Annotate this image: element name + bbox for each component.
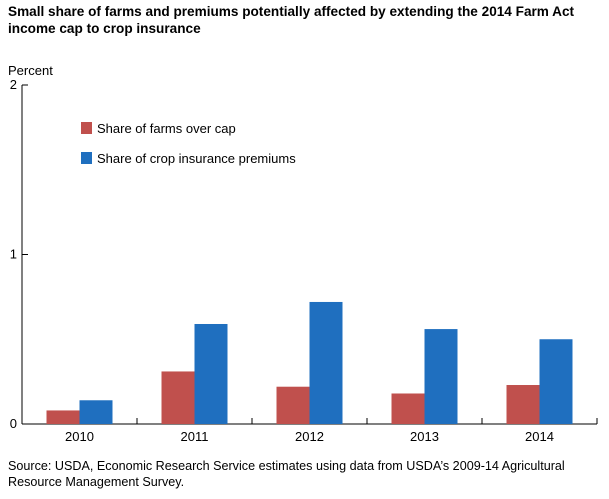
chart-title: Small share of farms and premiums potent… — [8, 4, 575, 36]
bar-farms-over-cap-2010 — [46, 410, 80, 424]
bar-crop-insurance-premiums-2010 — [79, 400, 113, 424]
x-tick-label: 2011 — [181, 429, 209, 444]
y-tick-label: 0 — [10, 416, 17, 431]
x-tick-label: 2012 — [295, 429, 324, 444]
bar-farms-over-cap-2014 — [506, 385, 540, 424]
y-tick-label: 2 — [10, 77, 17, 92]
legend-swatch — [81, 152, 92, 164]
bar-farms-over-cap-2011 — [161, 371, 195, 424]
y-tick-label: 1 — [10, 247, 17, 262]
legend-label: Share of crop insurance premiums — [97, 151, 296, 166]
bars — [46, 301, 573, 424]
x-tick-label: 2014 — [525, 429, 554, 444]
bar-farms-over-cap-2012 — [276, 386, 310, 424]
legend-label: Share of farms over cap — [97, 121, 236, 136]
x-tick-label: 2010 — [65, 429, 94, 444]
bar-crop-insurance-premiums-2011 — [194, 323, 228, 424]
source-note: Source: USDA, Economic Research Service … — [8, 459, 565, 489]
x-tick-label: 2013 — [410, 429, 439, 444]
bar-crop-insurance-premiums-2014 — [539, 339, 573, 424]
bar-crop-insurance-premiums-2012 — [309, 301, 343, 424]
legend-swatch — [81, 122, 92, 134]
y-axis-label: Percent — [8, 63, 53, 78]
legend: Share of farms over cap Share of crop ins… — [81, 121, 296, 166]
axes: 0 1 2 2010 2011 2012 2013 2014 — [10, 77, 598, 444]
bar-crop-insurance-premiums-2013 — [424, 329, 458, 424]
bar-farms-over-cap-2013 — [391, 393, 425, 424]
